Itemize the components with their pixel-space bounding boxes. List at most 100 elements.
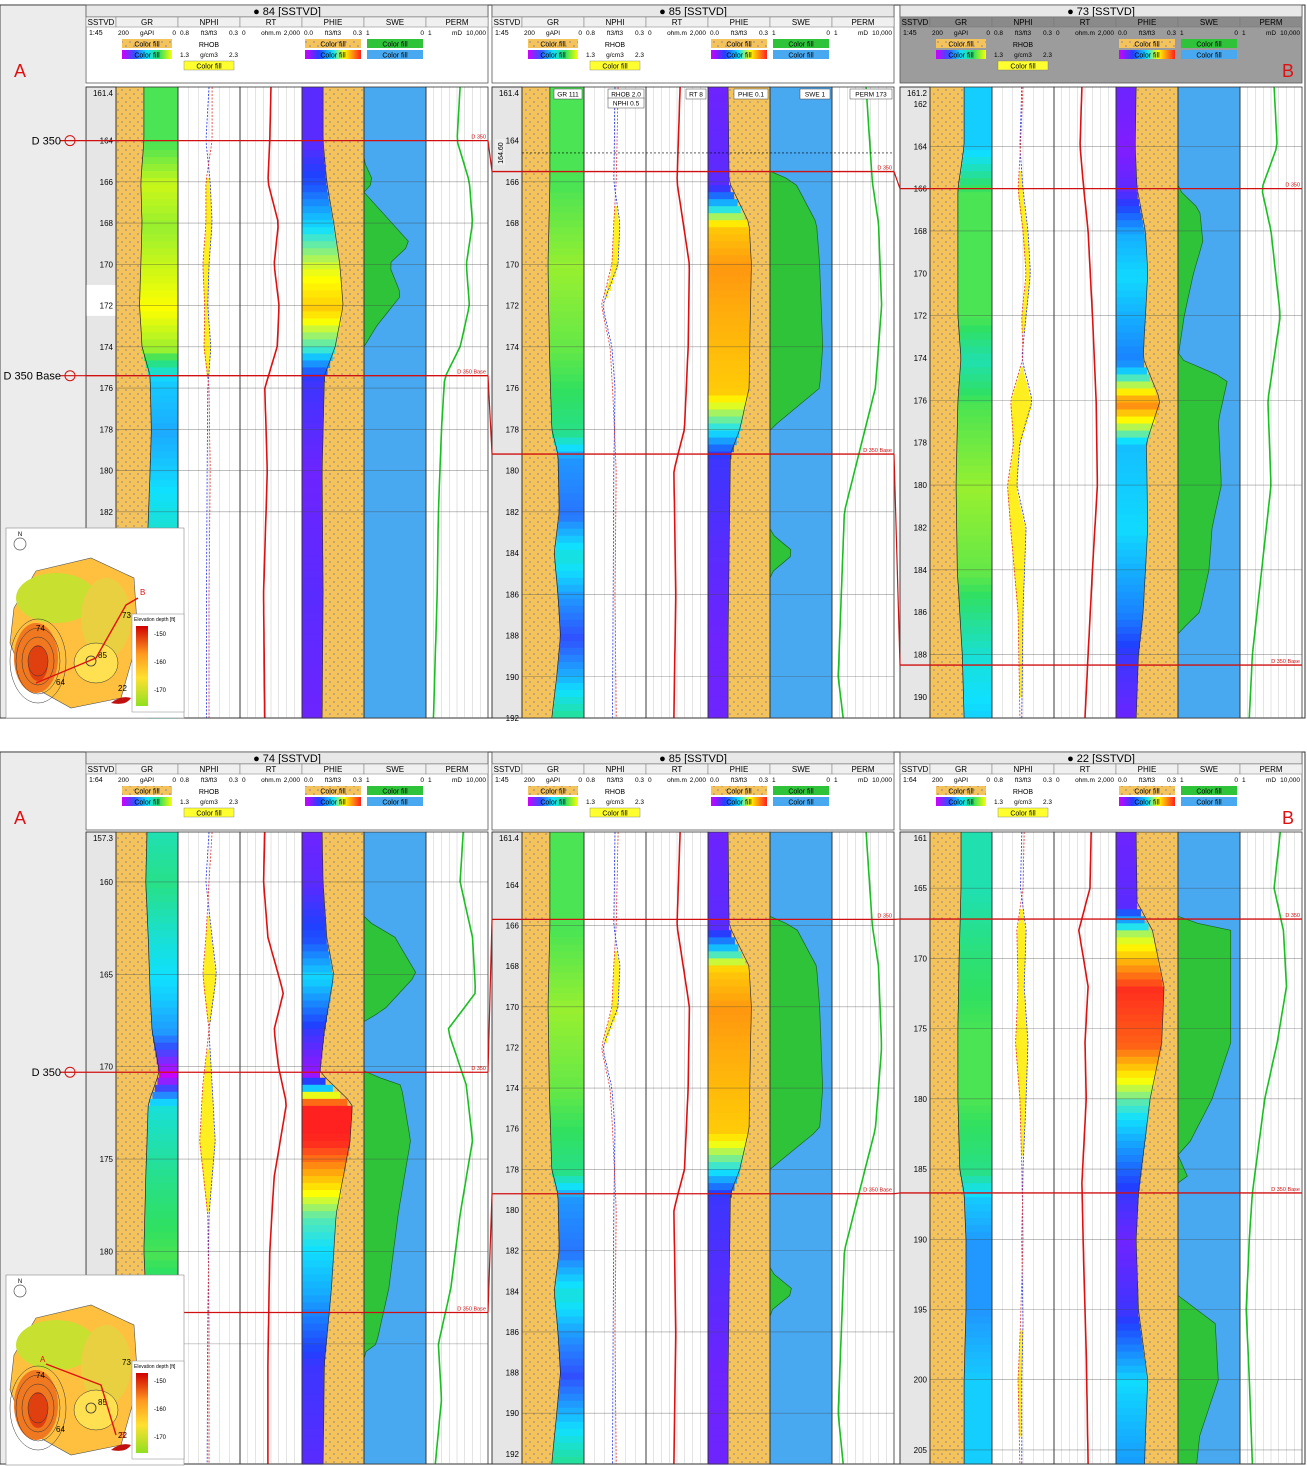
phie-ramp-band: [302, 1428, 324, 1437]
perm-curve: [837, 831, 883, 1465]
phie-ramp-band: [1116, 325, 1145, 333]
crossover-fill: [1017, 1007, 1026, 1016]
gr-ramp-band: [549, 115, 584, 123]
gr-ramp-band: [960, 923, 992, 931]
gr-ramp-band: [558, 1337, 584, 1346]
crossover-fill: [1018, 986, 1025, 995]
phie-ramp-band: [708, 381, 750, 390]
scale-unit: ft3/ft3: [607, 30, 624, 37]
gr-ramp-band: [549, 867, 584, 875]
gr-ramp-band: [964, 1428, 992, 1437]
crossover-fill: [1018, 619, 1023, 628]
crossover-fill: [613, 227, 620, 235]
phie-colorfill-sand: [711, 786, 767, 795]
gr-ramp-band: [150, 402, 178, 411]
gr-ramp-band: [549, 192, 584, 200]
gr-ramp-band: [548, 1028, 584, 1037]
phie-ramp-band: [302, 465, 323, 474]
map-high-area: [16, 1320, 96, 1370]
rt-curve: [673, 86, 691, 719]
crossover-fill: [1018, 374, 1026, 383]
phie-ramp-band: [1116, 958, 1159, 967]
phie-ramp-band: [1116, 1140, 1145, 1149]
gr-ramp-band: [144, 1225, 178, 1233]
track-name-swe: SWE: [1200, 18, 1218, 27]
gr-ramp-band: [956, 486, 992, 495]
gr-ramp-band: [550, 402, 584, 411]
colorfill-label: Color fill: [134, 53, 160, 60]
phie-ramp-band: [1116, 1295, 1139, 1304]
phie-ramp-band: [708, 465, 731, 474]
gr-ramp-band: [549, 346, 584, 355]
gr-ramp-band: [551, 1169, 584, 1177]
gr-ramp-band: [961, 832, 992, 840]
gr-ramp-band: [549, 199, 584, 207]
phie-ramp-band: [302, 1077, 326, 1086]
gr-ramp-band: [143, 108, 178, 116]
phie-ramp-band: [1116, 675, 1138, 684]
gr-ramp-band: [957, 1042, 992, 1051]
depth-scale: 1:45: [89, 30, 103, 37]
gr-ramp-band: [964, 122, 992, 130]
phie-ramp-band: [302, 402, 324, 411]
scale-min: 200: [524, 777, 535, 784]
crossover-fill: [1016, 1021, 1027, 1030]
depth-tick-label: 164: [506, 137, 520, 146]
phie-ramp-band: [302, 1372, 325, 1381]
gr-ramp-band: [964, 1421, 992, 1430]
phie-ramp-band: [302, 1098, 348, 1107]
crossover-fill: [1013, 437, 1022, 446]
depth-tick-label: 182: [506, 1247, 520, 1256]
section-label-b: B: [1282, 61, 1294, 81]
rhob-curve: [1007, 86, 1027, 719]
scale-max: 0.3: [635, 30, 644, 37]
nphi-colorfill: [589, 807, 641, 818]
depth-tick-label: 172: [914, 312, 928, 321]
phie-ramp-band: [1116, 1000, 1164, 1009]
phie-ramp-band: [302, 1211, 337, 1219]
crossover-fill: [205, 937, 213, 945]
phie-ramp-band: [1116, 437, 1149, 446]
gr-ramp-band: [963, 710, 992, 719]
crossover-fill: [1018, 1077, 1027, 1086]
phie-ramp-band: [708, 353, 750, 362]
gr-ramp-band: [960, 619, 992, 628]
phie-ramp-band: [1116, 255, 1147, 263]
phie-ramp-band: [302, 661, 323, 670]
phie-ramp-band: [708, 346, 750, 355]
gr-ramp-band: [956, 444, 992, 453]
phie-ramp-band: [1116, 682, 1138, 691]
phie-ramp-band: [708, 479, 731, 488]
crossover-fill: [201, 1112, 214, 1121]
map-low-area: [28, 645, 48, 681]
gr-ramp-band: [551, 1148, 584, 1156]
phie-ramp-band: [1116, 1155, 1144, 1163]
gr-ramp-band: [550, 388, 584, 397]
gr-ramp-band: [558, 1344, 584, 1353]
scale-min: 0: [648, 777, 652, 784]
gr-ramp-band: [150, 451, 178, 460]
phie-colorfill-ramp: [305, 50, 361, 59]
phie-ramp-band: [708, 965, 749, 974]
gr-ramp-band: [552, 430, 584, 439]
gr-ramp-band: [957, 570, 992, 579]
nphi-colorfill: [997, 807, 1049, 818]
phie-ramp-band: [708, 276, 752, 284]
gr-ramp-band: [557, 584, 584, 593]
gr-ramp-band: [964, 1365, 992, 1374]
gr-ramp-band: [557, 1267, 584, 1275]
phie-ramp-band: [1116, 234, 1146, 242]
crossover-fill: [612, 248, 619, 256]
gr-ramp-band: [961, 888, 992, 896]
gr-ramp-band: [551, 409, 584, 418]
scale-max: 0.3: [635, 777, 644, 784]
gr-ramp-band: [154, 1084, 178, 1093]
gr-ramp-band: [549, 367, 584, 376]
gr-ramp-band: [550, 1140, 584, 1149]
crossover-fill: [1017, 605, 1024, 614]
crossover-fill: [1018, 1365, 1023, 1374]
depth-tick-label: 174: [100, 343, 114, 352]
phie-ramp-band: [708, 570, 729, 579]
phie-ramp-band: [708, 902, 729, 910]
track-name-cell: [425, 763, 489, 775]
